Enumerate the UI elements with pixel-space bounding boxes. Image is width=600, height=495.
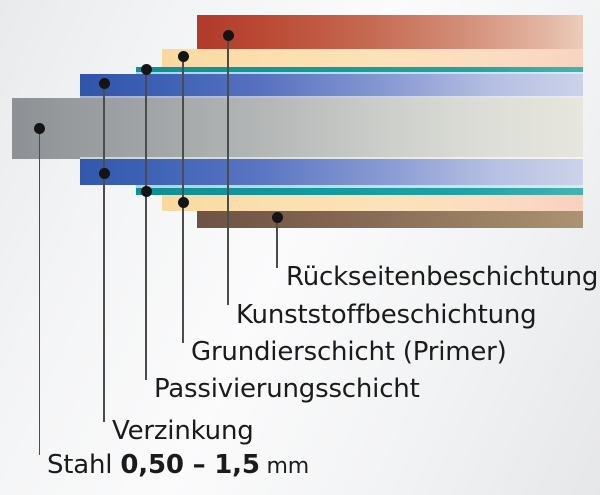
callout-dot-passivation-top[interactable]	[140, 63, 152, 75]
callout-dot-primer-bottom[interactable]	[177, 196, 189, 208]
callout-dot-plastic-top[interactable]	[222, 29, 234, 41]
callout-dot-zinc-top[interactable]	[98, 77, 110, 89]
layer-bar-zinc-top	[80, 74, 583, 98]
label-steel-prefix: Stahl	[47, 450, 121, 480]
leader-line-backcoat	[276, 217, 278, 268]
label-zinc: Verzinkung	[112, 416, 254, 446]
layer-bar-primer-top	[136, 67, 583, 74]
layer-bar-backcoat-bottom	[197, 211, 583, 228]
label-backcoat: Rückseitenbeschichtung	[286, 262, 599, 292]
seam-zinc-steel-top	[80, 96, 583, 98]
callout-dot-zinc-bottom[interactable]	[98, 167, 110, 179]
layer-bar-passivation-top	[136, 72, 583, 75]
layer-bar-zinc-bottom	[80, 159, 583, 185]
layer-bar-plastic-bottom	[162, 195, 583, 211]
layer-bar-passivation-bottom	[136, 185, 583, 188]
label-steel-unit: mm	[259, 454, 310, 479]
leader-line-steel	[38, 128, 41, 455]
seam-steel-zinc-bottom	[80, 157, 583, 159]
leader-line-zinc	[103, 83, 105, 422]
layer-bar-primer-bottom	[136, 188, 583, 195]
callout-dot-backcoat-bottom[interactable]	[271, 211, 283, 223]
layer-bar-backcoat-top	[197, 15, 583, 49]
callout-dot-primer-top[interactable]	[177, 50, 189, 62]
callout-dot-steel[interactable]	[34, 122, 45, 134]
layer-bar-plastic-top	[162, 49, 583, 67]
label-steel-value: 0,50 – 1,5	[120, 450, 260, 480]
callout-dot-passivation-bottom[interactable]	[140, 185, 152, 197]
label-primer: Grundierschicht (Primer)	[191, 337, 507, 367]
leader-line-passivation	[145, 69, 147, 380]
label-plastic: Kunststoffbeschichtung	[236, 300, 537, 330]
label-steel: Stahl 0,50 – 1,5 mm	[47, 452, 309, 478]
layer-bar-steel-core	[12, 98, 583, 159]
leader-line-plastic	[227, 35, 229, 305]
label-passivation: Passivierungsschicht	[154, 374, 420, 404]
